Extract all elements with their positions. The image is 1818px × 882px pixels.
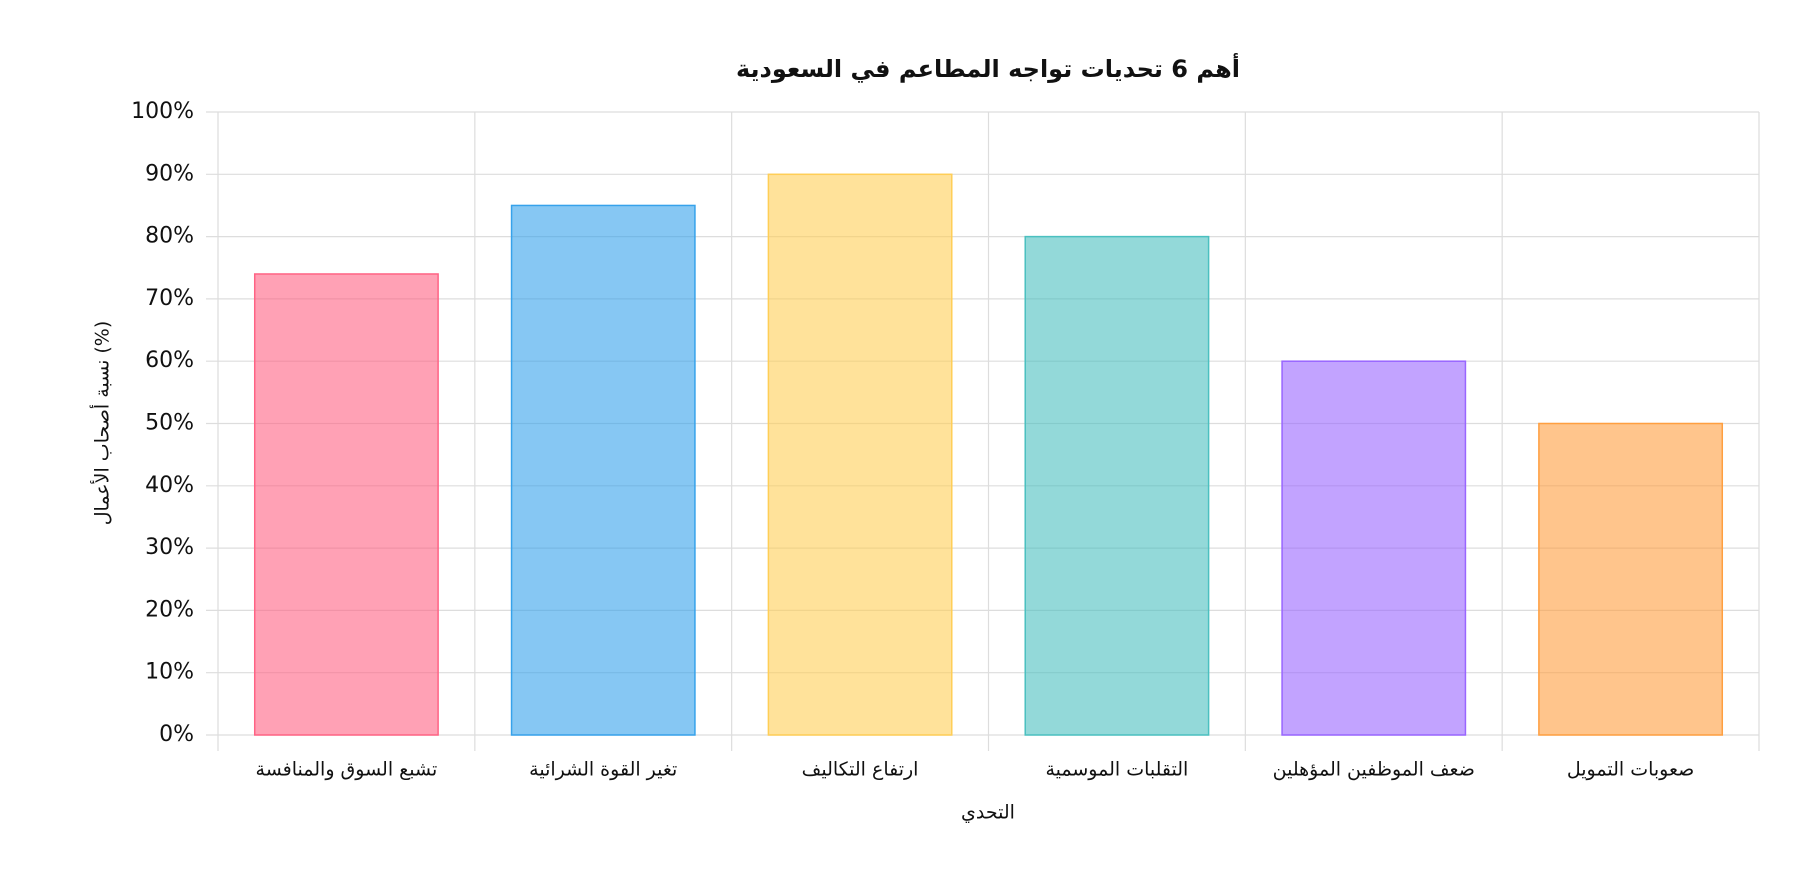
y-tick-label: 40% [145, 473, 194, 498]
y-tick-label: 0% [159, 722, 194, 747]
y-tick-label: 20% [145, 597, 194, 622]
y-tick-label: 30% [145, 535, 194, 560]
x-tick-label: تشبع السوق والمنافسة [256, 759, 438, 781]
y-tick-label: 80% [145, 224, 194, 249]
y-tick-label: 100% [131, 99, 194, 124]
y-tick-label: 70% [145, 286, 194, 311]
bar [253, 273, 439, 736]
y-tick-label: 90% [145, 161, 194, 186]
bar [510, 204, 696, 736]
x-tick-label: ضعف الموظفين المؤهلين [1273, 759, 1475, 781]
x-tick-label: التقلبات الموسمية [1045, 759, 1188, 781]
chart-title: أهم 6 تحديات تواجه المطاعم في السعودية [736, 53, 1240, 83]
bar [767, 173, 953, 736]
y-axis-title: نسبة أصحاب الأعمال (%) [90, 321, 114, 526]
y-tick-label: 60% [145, 348, 194, 373]
y-tick-label: 50% [145, 411, 194, 436]
x-tick-label: تغير القوة الشرائية [529, 759, 677, 781]
bar [1538, 422, 1724, 736]
x-tick-label: ارتفاع التكاليف [802, 759, 919, 781]
bar [1024, 235, 1210, 736]
x-axis-title: التحدي [961, 802, 1015, 824]
x-tick-label: صعوبات التمويل [1567, 759, 1694, 781]
y-tick-label: 10% [145, 660, 194, 685]
bar [1281, 360, 1467, 736]
